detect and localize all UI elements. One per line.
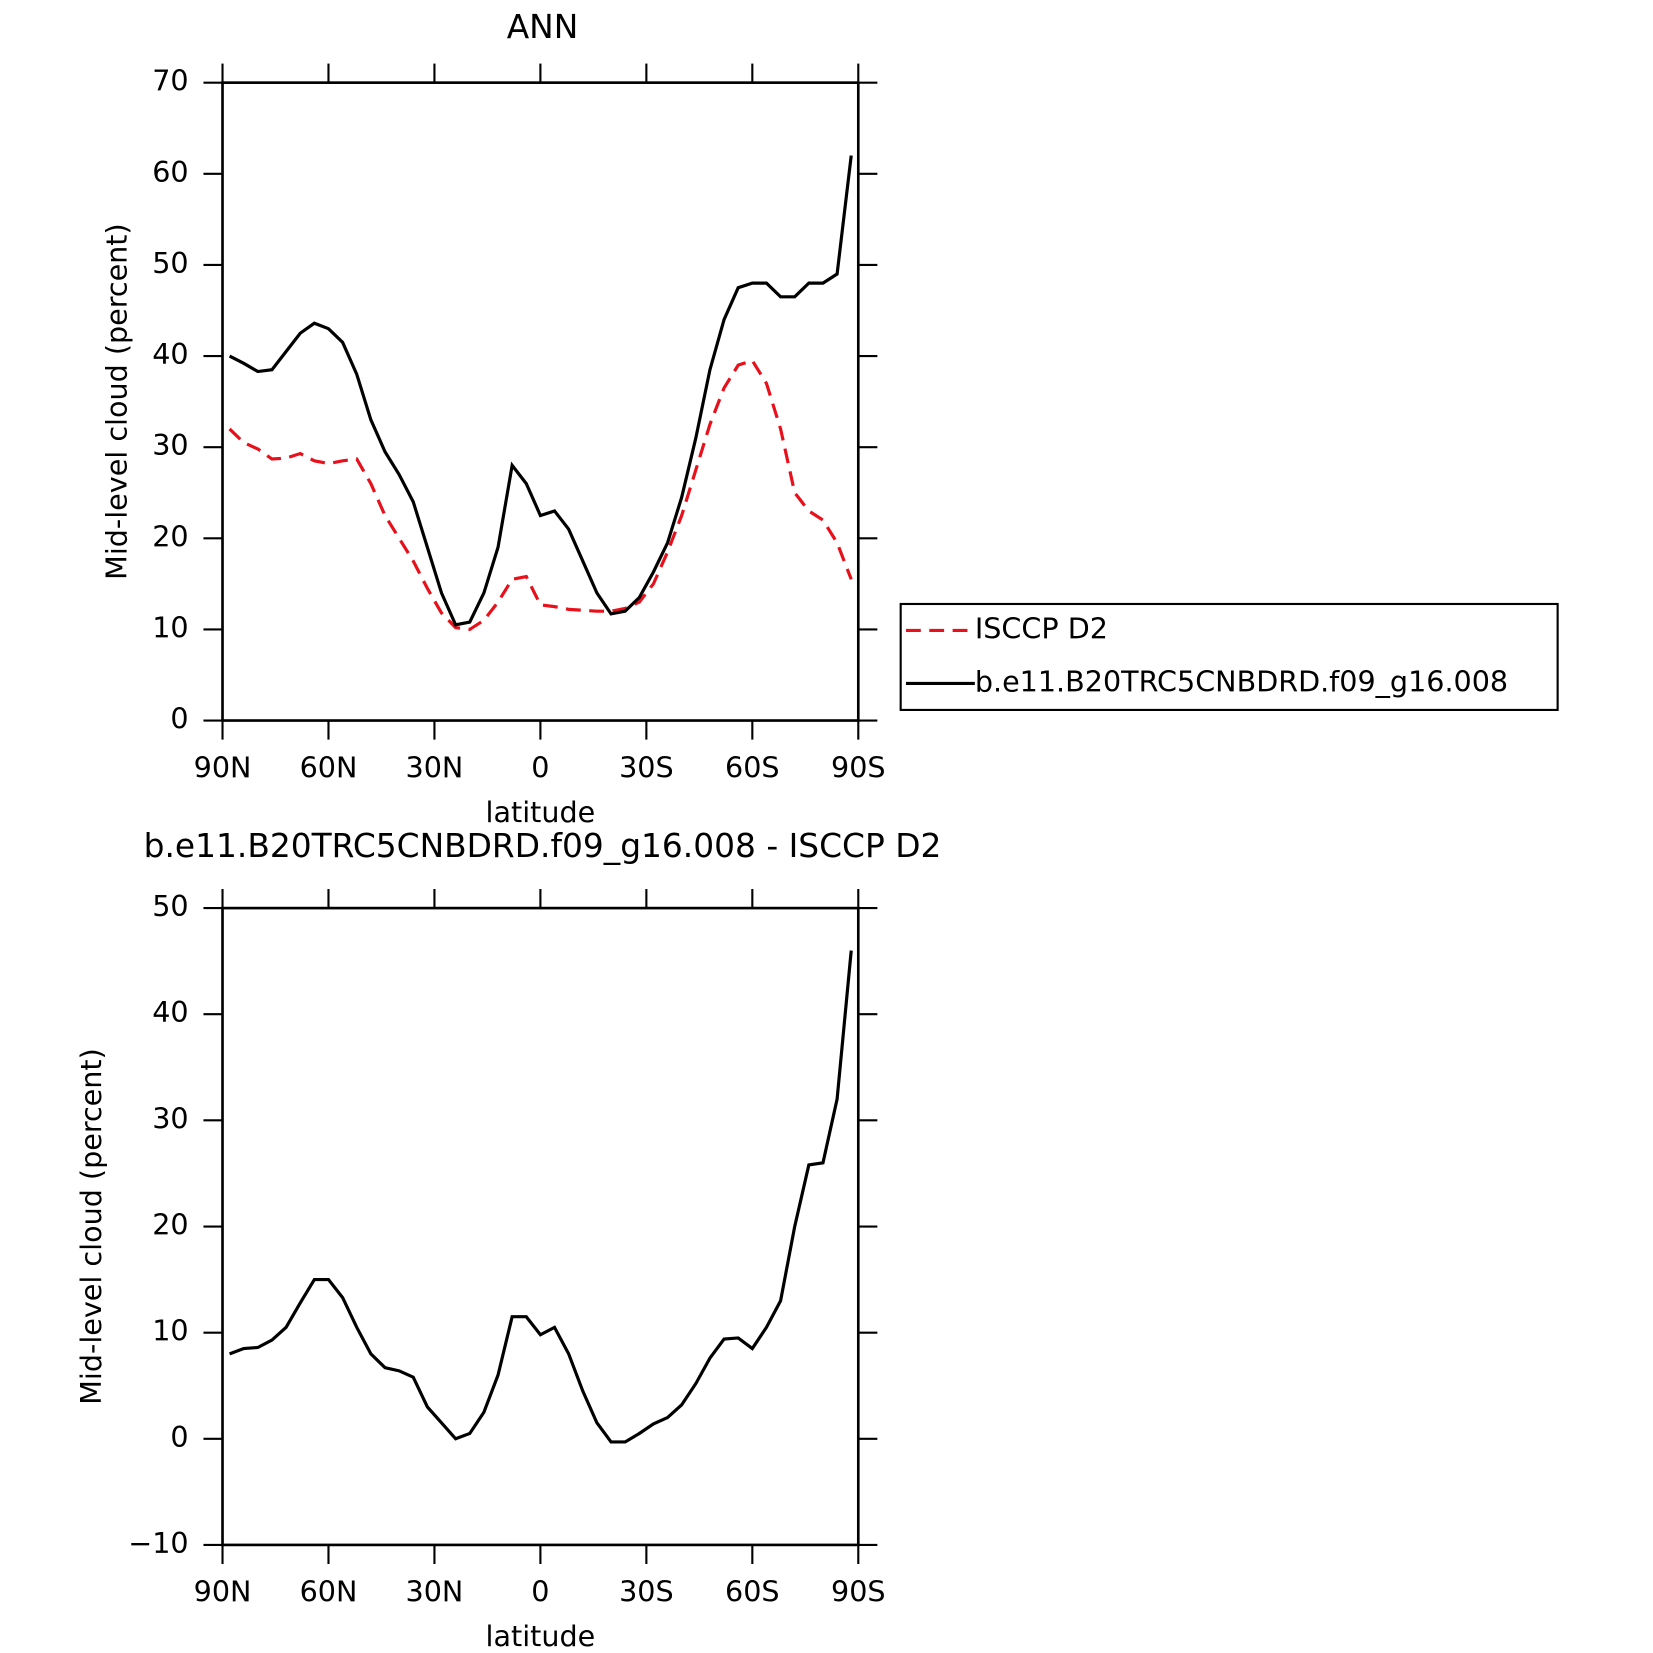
y-tick-label: 30 <box>152 1101 188 1135</box>
y-tick-label: 20 <box>152 1208 188 1242</box>
legend-label: b.e11.B20TRC5CNBDRD.f09_g16.008 <box>975 664 1508 698</box>
x-tick-label: 90N <box>194 1575 252 1609</box>
legend-box <box>899 602 1559 712</box>
y-tick-label: 40 <box>152 995 188 1029</box>
legend-label: ISCCP D2 <box>975 611 1108 645</box>
y-axis-label: Mid-level cloud (percent) <box>74 1048 108 1405</box>
plot-frame <box>221 81 860 722</box>
data-line <box>228 155 853 627</box>
y-tick-label: 30 <box>152 428 188 462</box>
plot-frame <box>221 906 860 1547</box>
y-tick-label: 0 <box>170 1420 188 1454</box>
y-tick-label: 10 <box>152 610 188 644</box>
y-axis-label: Mid-level cloud (percent) <box>100 223 134 580</box>
y-tick-label: 50 <box>152 889 188 923</box>
y-tick-label: 0 <box>170 702 188 736</box>
y-tick-label: 40 <box>152 337 188 371</box>
x-tick-label: 60N <box>300 1575 358 1609</box>
x-tick-label: 30N <box>406 750 464 784</box>
x-tick-label: 90S <box>831 1575 886 1609</box>
y-tick-label: 60 <box>152 155 188 189</box>
x-tick-label: 30S <box>619 1575 674 1609</box>
x-tick-label: 0 <box>531 750 549 784</box>
y-tick-label: 70 <box>152 64 188 98</box>
x-axis-label: latitude <box>486 1619 596 1653</box>
data-line <box>229 950 853 1444</box>
chart-title: b.e11.B20TRC5CNBDRD.f09_g16.008 - ISCCP … <box>144 827 942 865</box>
x-tick-label: 0 <box>531 1575 549 1609</box>
x-tick-label: 60N <box>300 750 358 784</box>
x-axis-label: latitude <box>486 795 596 829</box>
x-tick-label: 90S <box>831 750 886 784</box>
x-tick-label: 30S <box>619 750 674 784</box>
data-line <box>228 358 853 632</box>
y-tick-label: 20 <box>152 519 188 553</box>
x-tick-label: 60S <box>725 750 780 784</box>
x-tick-label: 30N <box>406 1575 464 1609</box>
y-tick-label: −10 <box>128 1526 188 1560</box>
y-tick-label: 50 <box>152 246 188 280</box>
chart-title: ANN <box>507 8 579 46</box>
x-tick-label: 60S <box>725 1575 780 1609</box>
x-tick-label: 90N <box>194 750 252 784</box>
y-tick-label: 10 <box>152 1314 188 1348</box>
